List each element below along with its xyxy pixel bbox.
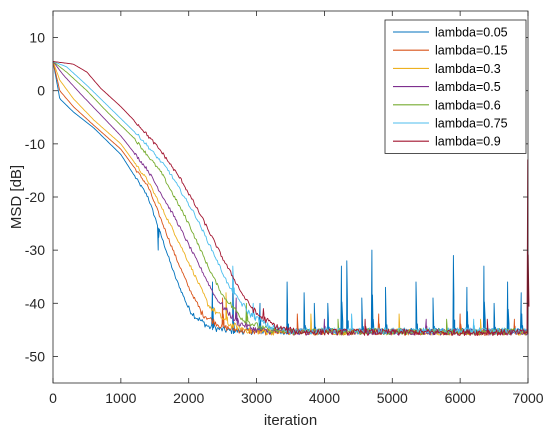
x-tick-label: 0 [49,390,57,406]
y-axis-label: MSD [dB] [8,165,25,229]
x-tick-label: 2000 [173,390,204,406]
legend-entry: lambda=0.75 [435,117,508,131]
series-layer [52,61,530,337]
y-tick-label: -20 [25,189,45,205]
x-tick-label: 3000 [241,390,272,406]
x-tick-label: 1000 [105,390,136,406]
legend-entry: lambda=0.05 [435,26,508,40]
y-tick-label: 10 [29,30,45,46]
y-tick-label: -50 [25,348,45,364]
legend-entry: lambda=0.6 [435,98,501,112]
y-axis-ticks: -50 -40 -30 -20 -10 0 10 [25,30,528,364]
legend-entry: lambda=0.9 [435,135,501,149]
y-tick-label: -30 [25,242,45,258]
series-line-6 [52,61,530,337]
x-axis-ticks: 0 1000 2000 3000 4000 5000 6000 7000 [49,11,544,406]
y-tick-label: -10 [25,136,45,152]
legend-entry: lambda=0.15 [435,44,508,58]
legend: lambda=0.05 lambda=0.15 lambda=0.3 lambda=0… [384,19,527,154]
series-line-5 [52,61,529,335]
x-axis-label: iteration [264,412,317,429]
legend-entry: lambda=0.5 [435,80,501,94]
x-tick-label: 5000 [377,390,408,406]
legend-entry: lambda=0.3 [435,62,501,76]
x-tick-label: 4000 [309,390,340,406]
y-tick-label: 0 [37,83,45,99]
x-tick-label: 6000 [445,390,476,406]
x-tick-label: 7000 [512,390,543,406]
y-tick-label: -40 [25,295,45,311]
